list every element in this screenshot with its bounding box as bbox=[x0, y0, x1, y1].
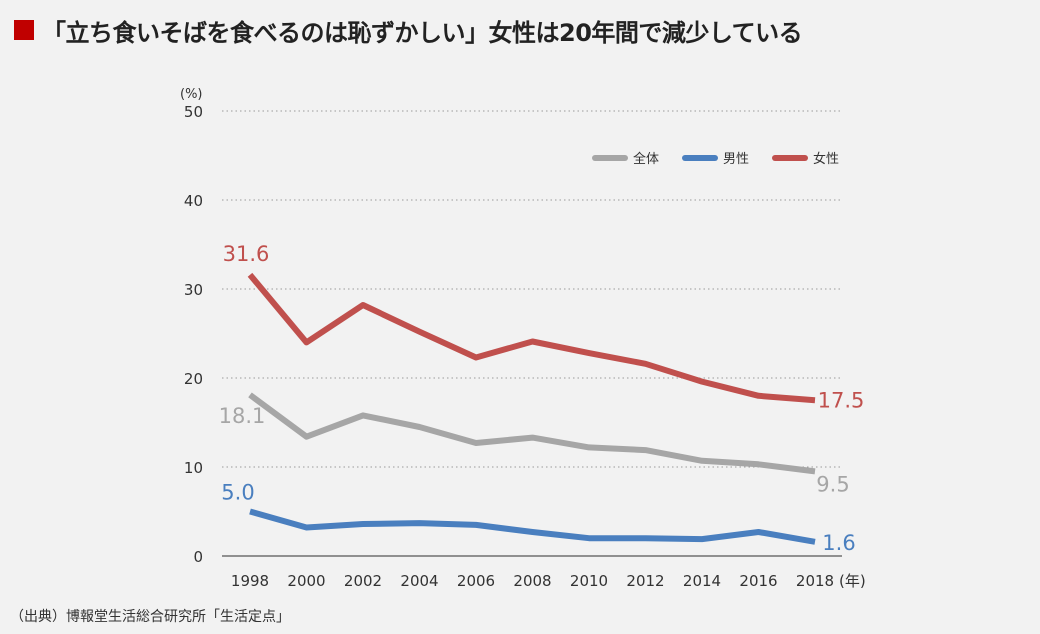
title-row: 「立ち食いそばを食べるのは恥ずかしい」女性は20年間で減少している bbox=[10, 12, 803, 48]
source-note: （出典）博報堂生活総合研究所「生活定点」 bbox=[10, 609, 290, 625]
legend-label: 男性 bbox=[723, 152, 749, 167]
x-tick-label: 2012 bbox=[626, 572, 664, 590]
y-tick-label: 10 bbox=[184, 459, 203, 477]
title-marker bbox=[14, 20, 34, 40]
data-label-end: 17.5 bbox=[818, 388, 865, 412]
chart-title: 「立ち食いそばを食べるのは恥ずかしい」女性は20年間で減少している bbox=[42, 18, 803, 47]
x-tick-label: 2006 bbox=[457, 572, 495, 590]
x-tick-label: 1998 bbox=[231, 572, 269, 590]
y-tick-label: 0 bbox=[193, 548, 203, 566]
series-line-女性 bbox=[247, 272, 816, 404]
x-tick-label: 2000 bbox=[287, 572, 325, 590]
y-tick-label: 40 bbox=[184, 192, 203, 210]
series-line-男性 bbox=[249, 508, 816, 545]
y-tick-label: 30 bbox=[184, 281, 203, 299]
line-chart: 0 10 20 30 40 50(%) 1998 2000 2002 2004 2006 2008 20… bbox=[180, 87, 866, 590]
legend-label: 全体 bbox=[633, 151, 659, 167]
x-tick-label: 2004 bbox=[400, 572, 438, 590]
y-tick-label: 50 bbox=[184, 103, 203, 121]
data-label-end: 1.6 bbox=[822, 531, 855, 555]
data-label-end: 9.5 bbox=[816, 472, 849, 496]
x-tick-label: 2016 bbox=[739, 572, 777, 590]
x-tick-label: 2010 bbox=[570, 572, 608, 590]
y-tick-label: 20 bbox=[184, 370, 203, 388]
x-tick-label: 2014 bbox=[683, 572, 721, 590]
x-tick-label: 2018 bbox=[796, 572, 834, 590]
x-tick-label: 2002 bbox=[344, 572, 382, 590]
x-tick-label: 2008 bbox=[513, 572, 551, 590]
data-label-start: 5.0 bbox=[221, 481, 254, 505]
series-line-全体 bbox=[248, 392, 816, 475]
data-label-start: 18.1 bbox=[219, 404, 266, 428]
x-axis-unit-label: (年) bbox=[839, 572, 866, 590]
y-axis-unit-label: (%) bbox=[180, 87, 203, 102]
data-label-start: 31.6 bbox=[223, 242, 270, 266]
legend-label: 女性 bbox=[813, 151, 839, 167]
